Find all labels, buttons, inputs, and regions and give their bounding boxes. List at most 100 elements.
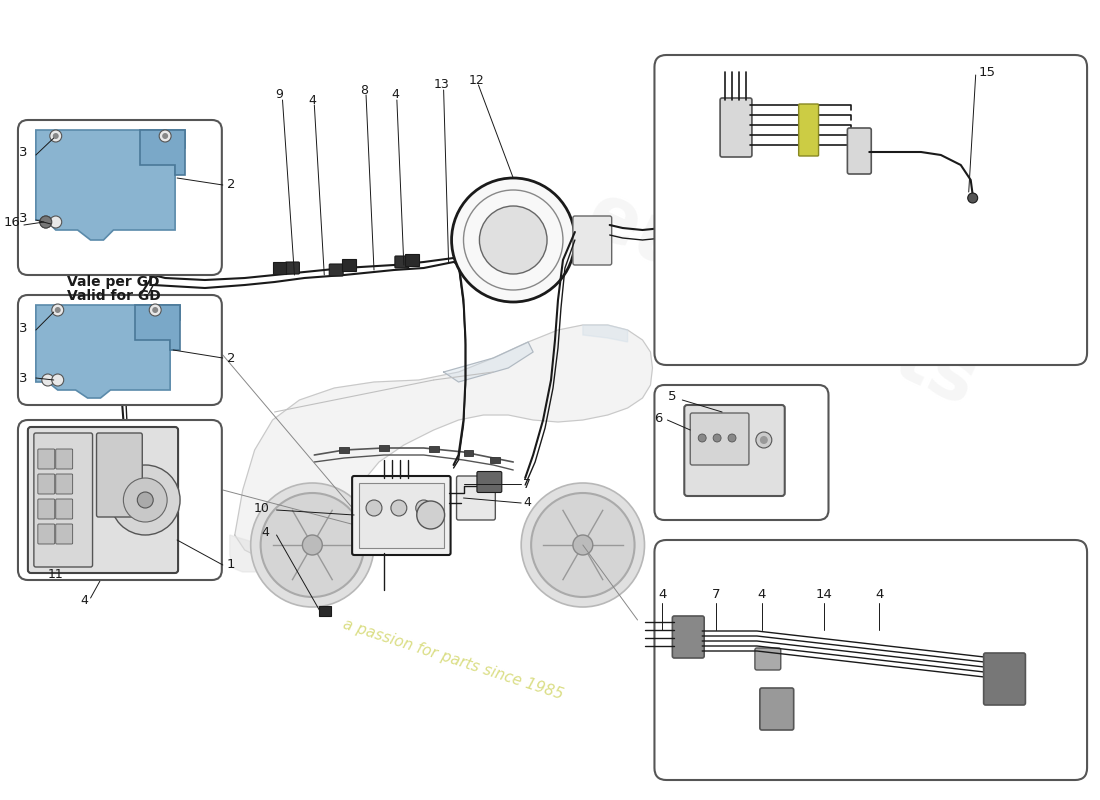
Text: 12: 12 [469, 74, 484, 86]
Polygon shape [36, 130, 185, 240]
Circle shape [42, 374, 54, 386]
Circle shape [40, 216, 52, 228]
FancyBboxPatch shape [56, 449, 73, 469]
Circle shape [390, 500, 407, 516]
FancyBboxPatch shape [342, 259, 356, 271]
Circle shape [366, 500, 382, 516]
Polygon shape [230, 535, 273, 572]
FancyBboxPatch shape [429, 446, 439, 452]
Text: 4: 4 [524, 497, 531, 510]
Circle shape [40, 216, 52, 228]
FancyBboxPatch shape [456, 476, 495, 520]
Circle shape [417, 501, 444, 529]
Circle shape [261, 493, 364, 597]
Text: 3: 3 [20, 371, 28, 385]
Circle shape [138, 492, 153, 508]
FancyBboxPatch shape [684, 405, 784, 496]
FancyBboxPatch shape [37, 499, 55, 519]
Text: 1: 1 [227, 558, 235, 571]
FancyBboxPatch shape [97, 433, 142, 517]
Text: 2: 2 [227, 178, 235, 191]
Circle shape [521, 483, 645, 607]
FancyBboxPatch shape [37, 524, 55, 544]
Polygon shape [234, 325, 652, 565]
Circle shape [52, 304, 64, 316]
Circle shape [480, 206, 547, 274]
Circle shape [756, 432, 772, 448]
FancyBboxPatch shape [654, 540, 1087, 780]
Circle shape [713, 434, 722, 442]
Circle shape [53, 133, 58, 139]
FancyBboxPatch shape [56, 499, 73, 519]
Text: 10: 10 [254, 502, 270, 514]
Text: 9: 9 [276, 89, 284, 102]
FancyBboxPatch shape [720, 98, 752, 157]
Circle shape [123, 478, 167, 522]
Text: 3: 3 [20, 211, 28, 225]
Polygon shape [135, 305, 180, 350]
Text: 3: 3 [20, 322, 28, 334]
Circle shape [452, 178, 575, 302]
Text: 11: 11 [48, 569, 64, 582]
FancyBboxPatch shape [691, 413, 749, 465]
FancyBboxPatch shape [37, 449, 55, 469]
FancyBboxPatch shape [28, 427, 178, 573]
FancyBboxPatch shape [129, 466, 139, 474]
Text: 13: 13 [433, 78, 450, 91]
Polygon shape [141, 130, 185, 175]
Text: Vale per GD: Vale per GD [67, 275, 160, 289]
Circle shape [160, 130, 172, 142]
FancyBboxPatch shape [329, 264, 343, 276]
Text: 7: 7 [524, 478, 531, 490]
Text: 4: 4 [262, 526, 270, 539]
Text: a passion for parts since 1985: a passion for parts since 1985 [341, 617, 565, 703]
FancyBboxPatch shape [463, 450, 473, 456]
FancyBboxPatch shape [319, 606, 331, 616]
Text: 7: 7 [712, 589, 720, 602]
Text: Valid for GD: Valid for GD [67, 289, 161, 303]
Text: 4: 4 [390, 89, 399, 102]
Circle shape [728, 434, 736, 442]
Text: 16: 16 [3, 217, 20, 230]
Circle shape [52, 374, 64, 386]
Circle shape [150, 304, 162, 316]
FancyBboxPatch shape [395, 256, 409, 268]
Text: 4: 4 [308, 94, 317, 106]
Circle shape [162, 133, 168, 139]
FancyBboxPatch shape [799, 104, 818, 156]
FancyBboxPatch shape [37, 474, 55, 494]
FancyBboxPatch shape [100, 486, 110, 494]
FancyBboxPatch shape [573, 216, 612, 265]
Text: 15: 15 [979, 66, 996, 78]
FancyBboxPatch shape [491, 457, 501, 463]
FancyBboxPatch shape [654, 55, 1087, 365]
Text: 4: 4 [658, 589, 667, 602]
Circle shape [760, 436, 768, 444]
Circle shape [698, 434, 706, 442]
Circle shape [152, 307, 158, 313]
FancyBboxPatch shape [18, 295, 222, 405]
Circle shape [968, 193, 978, 203]
FancyBboxPatch shape [847, 128, 871, 174]
FancyBboxPatch shape [983, 653, 1025, 705]
FancyBboxPatch shape [654, 385, 828, 520]
Text: europarts: europarts [575, 178, 989, 422]
Polygon shape [36, 305, 180, 398]
Text: 2: 2 [227, 351, 235, 365]
FancyBboxPatch shape [352, 476, 451, 555]
FancyBboxPatch shape [379, 445, 389, 451]
FancyBboxPatch shape [18, 420, 222, 580]
Text: 3: 3 [20, 146, 28, 159]
FancyBboxPatch shape [672, 616, 704, 658]
Text: 14: 14 [815, 589, 832, 602]
Circle shape [573, 535, 593, 555]
FancyBboxPatch shape [18, 120, 222, 275]
Text: 4: 4 [758, 589, 766, 602]
FancyBboxPatch shape [405, 254, 419, 266]
FancyBboxPatch shape [34, 433, 92, 567]
Text: 4: 4 [874, 589, 883, 602]
FancyBboxPatch shape [755, 648, 781, 670]
Circle shape [302, 535, 322, 555]
Circle shape [50, 216, 62, 228]
FancyBboxPatch shape [477, 471, 502, 493]
